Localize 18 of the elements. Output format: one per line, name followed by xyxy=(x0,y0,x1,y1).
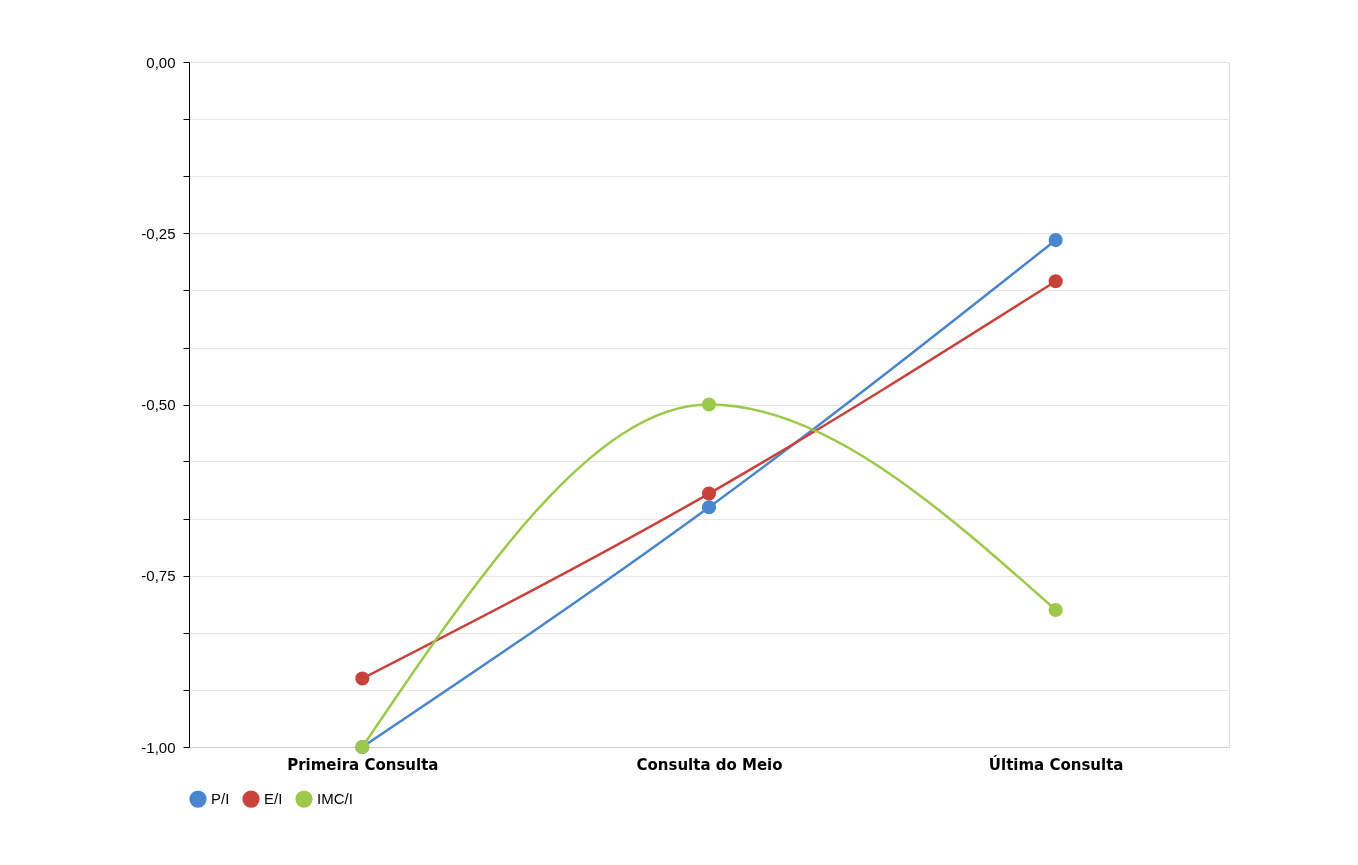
point xyxy=(1048,602,1063,618)
y-tick-label: -1,00 xyxy=(141,738,176,756)
point xyxy=(701,397,717,412)
y-tick-label: -0,50 xyxy=(141,396,176,413)
x-tick-label: Primeira Consulta xyxy=(287,755,439,774)
legend-label: IMC/I xyxy=(317,790,353,808)
point xyxy=(355,671,370,686)
x-tick-label: Consulta do Meio xyxy=(636,755,783,774)
legend-label: P/I xyxy=(211,790,230,808)
point xyxy=(1048,233,1063,248)
y-tick-label: 0,00 xyxy=(146,53,176,71)
y-tick-label: -0,75 xyxy=(141,567,176,585)
legend-label: E/I xyxy=(264,790,283,808)
point xyxy=(701,500,717,515)
y-tick-label: -0,25 xyxy=(141,224,176,242)
x-tick-label: Última Consulta xyxy=(988,754,1124,774)
point xyxy=(1048,274,1063,289)
point xyxy=(701,486,717,501)
